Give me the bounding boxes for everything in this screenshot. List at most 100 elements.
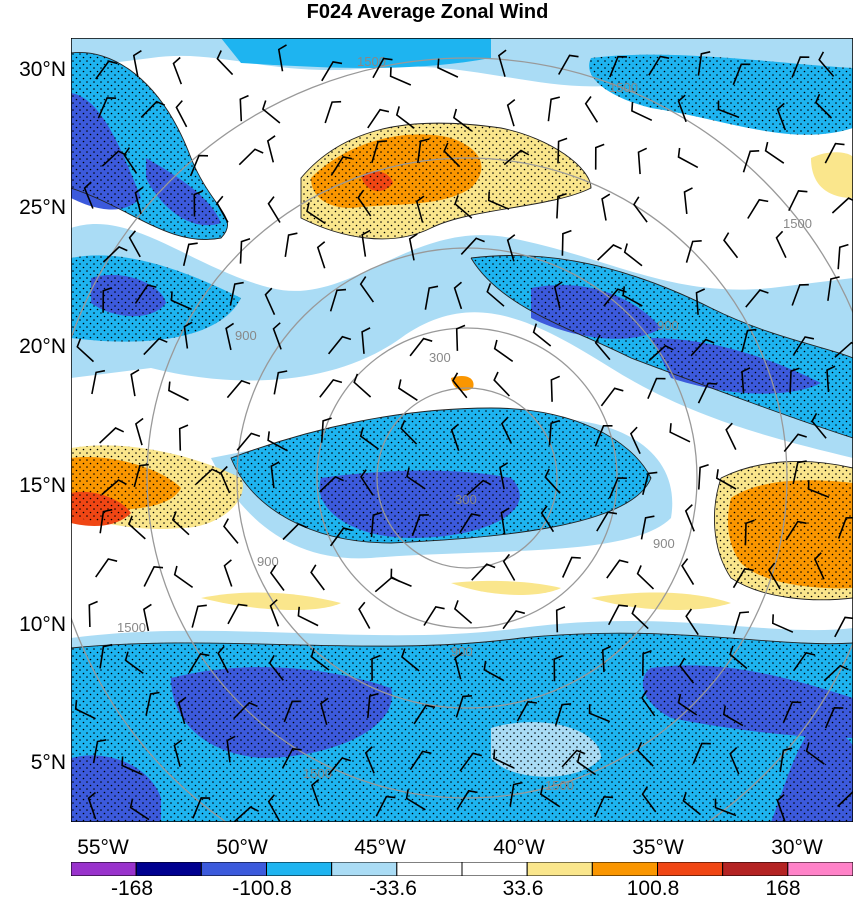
- wind-barb: [556, 192, 567, 219]
- wind-barb: [389, 67, 412, 86]
- wind-barb: [600, 387, 624, 407]
- wind-barb: [677, 94, 687, 123]
- wind-barb: [171, 511, 190, 536]
- wind-barb: [454, 652, 463, 680]
- wind-barb: [172, 56, 183, 85]
- wind-barb: [669, 423, 691, 443]
- wind-barb: [225, 322, 235, 351]
- wind-barb: [779, 747, 793, 773]
- colorbar-box: [396, 862, 463, 876]
- wind-barb: [99, 427, 125, 444]
- wind-barb: [121, 756, 143, 776]
- wind-barb: [282, 522, 308, 541]
- wind-barb: [601, 645, 612, 673]
- wind-barb: [717, 100, 740, 119]
- wind-barb: [486, 283, 505, 307]
- wind-barb: [319, 697, 329, 726]
- wind-barb: [321, 61, 343, 82]
- ring-label: 1500: [117, 620, 146, 635]
- wind-barb: [837, 790, 853, 808]
- wind-barb: [87, 791, 97, 820]
- wind-barb: [685, 240, 702, 263]
- colorbar-box: [787, 862, 853, 876]
- ring-label: 1500: [357, 54, 386, 69]
- wind-barb: [453, 600, 473, 624]
- wind-barb: [811, 413, 827, 439]
- wind-barb: [499, 462, 509, 490]
- wind-barb: [216, 50, 234, 76]
- wind-barb: [682, 791, 702, 816]
- wind-barb: [233, 701, 258, 720]
- wind-barb: [283, 700, 302, 723]
- wind-barb: [226, 379, 251, 399]
- wind-barb: [641, 786, 657, 813]
- wind-barb: [606, 559, 629, 579]
- wind-barb: [316, 241, 326, 269]
- wind-barb: [493, 371, 510, 397]
- wind-barb: [74, 700, 96, 720]
- wind-barb: [502, 610, 526, 630]
- wind-barb: [91, 369, 106, 395]
- wind-barb: [193, 190, 203, 217]
- wind-barb: [813, 552, 825, 580]
- contour-lines: [71, 52, 853, 649]
- wind-barb: [281, 747, 302, 769]
- wind-barb: [732, 611, 750, 634]
- wind-barb: [827, 276, 840, 301]
- lon-label-50w: 50°W: [216, 836, 268, 859]
- wind-barb: [423, 606, 445, 626]
- wind-barb: [95, 558, 118, 578]
- wind-barb: [134, 186, 144, 215]
- wind-barb: [452, 372, 468, 399]
- wind-barb: [636, 565, 655, 590]
- wind-barb: [134, 284, 157, 304]
- wind-barb: [143, 565, 164, 587]
- wind-barb: [789, 367, 800, 394]
- wind-barb: [367, 692, 379, 718]
- wind-barb: [775, 230, 787, 259]
- wind-barb: [454, 195, 473, 219]
- wind-barb: [217, 645, 229, 674]
- wind-barb: [483, 660, 504, 682]
- wind-barb: [357, 189, 372, 217]
- wind-barb: [576, 753, 597, 776]
- wind-barb: [493, 749, 515, 769]
- colorbar-box: [331, 862, 398, 876]
- wind-barb: [723, 232, 739, 259]
- wind-map: 300 300 900 900 900 900 900 1500 1500 15…: [71, 38, 853, 822]
- wind-barb: [557, 137, 568, 164]
- wind-barb: [588, 704, 611, 723]
- wind-barb: [219, 465, 231, 494]
- ring-label: 300: [429, 350, 451, 365]
- wind-barb: [195, 468, 221, 485]
- wind-barb: [732, 63, 751, 86]
- wind-barb: [424, 285, 439, 310]
- wind-barb: [792, 460, 807, 485]
- wind-barb: [101, 479, 127, 496]
- wind-barb: [95, 60, 118, 80]
- wind-barb: [783, 433, 807, 453]
- colorbar-label: -33.6: [369, 877, 417, 900]
- wind-barb: [310, 647, 330, 671]
- wind-barb: [695, 288, 706, 315]
- wind-barb: [261, 100, 281, 124]
- ring-label: 300: [455, 492, 477, 507]
- wind-barb: [191, 604, 207, 628]
- wind-barb: [561, 749, 586, 768]
- lon-label-55w: 55°W: [77, 836, 129, 859]
- wind-barb: [554, 703, 572, 726]
- wind-barb: [370, 511, 383, 538]
- wind-barb: [182, 242, 198, 266]
- wind-barb: [690, 338, 715, 357]
- wind-barb: [698, 463, 709, 490]
- wind-barb: [487, 191, 510, 210]
- ring-300: [376, 387, 558, 569]
- ring-label: 1500: [545, 778, 574, 793]
- wind-barb: [264, 287, 276, 316]
- wind-barb: [411, 514, 429, 537]
- wind-barb: [188, 653, 210, 674]
- colorbar-box: [71, 862, 137, 876]
- wind-barb: [456, 789, 478, 810]
- wind-barb: [608, 477, 627, 499]
- wind-barb: [324, 100, 342, 124]
